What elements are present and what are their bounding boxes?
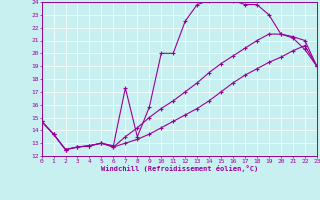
X-axis label: Windchill (Refroidissement éolien,°C): Windchill (Refroidissement éolien,°C) <box>100 165 258 172</box>
